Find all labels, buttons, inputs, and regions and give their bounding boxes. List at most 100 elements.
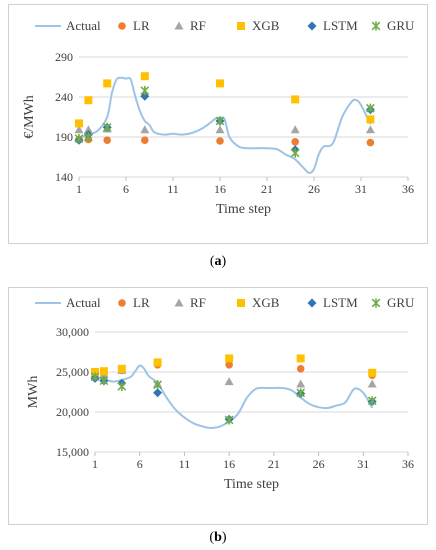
point-xgb bbox=[84, 96, 93, 105]
legend-item-rf: RF bbox=[174, 295, 206, 310]
series-gru bbox=[74, 86, 375, 158]
caption-b-close: ) bbox=[221, 530, 227, 545]
legend-swatch-lstm bbox=[307, 21, 317, 31]
x-axis-title: Time step bbox=[224, 477, 279, 492]
point-gru bbox=[224, 415, 234, 425]
point-lstm bbox=[153, 388, 163, 398]
caption-b-open: ( bbox=[209, 530, 215, 545]
legend-label: XGB bbox=[252, 295, 280, 310]
x-tick-label: 36 bbox=[402, 457, 414, 471]
legend-label: Actual bbox=[66, 295, 101, 310]
x-tick-label: 1 bbox=[76, 182, 82, 196]
point-xgb bbox=[91, 368, 99, 376]
legend-item-lr: LR bbox=[118, 295, 150, 310]
legend-swatch-gru bbox=[371, 21, 381, 31]
point-gru bbox=[140, 86, 150, 96]
point-xgb bbox=[140, 72, 149, 81]
legend-item-actual: Actual bbox=[35, 18, 101, 33]
point-gru bbox=[290, 148, 300, 158]
point-rf bbox=[290, 125, 300, 134]
series-rf bbox=[90, 365, 377, 388]
x-tick-label: 26 bbox=[313, 457, 325, 471]
point-xgb bbox=[291, 95, 300, 104]
point-gru bbox=[117, 381, 127, 391]
point-gru bbox=[74, 134, 84, 144]
series-actual-line bbox=[78, 76, 372, 175]
point-lr bbox=[103, 136, 111, 144]
point-lr bbox=[216, 137, 224, 145]
point-gru bbox=[296, 388, 306, 398]
point-gru bbox=[102, 122, 112, 132]
point-lr bbox=[296, 365, 305, 373]
point-rf bbox=[224, 377, 234, 386]
y-axis-title: €/MWh bbox=[22, 95, 37, 139]
series-gru bbox=[90, 372, 377, 425]
legend-label: LR bbox=[133, 18, 150, 33]
point-xgb bbox=[103, 79, 112, 88]
x-tick-label: 21 bbox=[268, 457, 280, 471]
point-xgb bbox=[225, 354, 234, 363]
legend-item-lr: LR bbox=[118, 18, 150, 33]
legend-label: RF bbox=[190, 18, 206, 33]
legend-item-gru: GRU bbox=[371, 295, 415, 310]
legend-swatch-rf bbox=[174, 21, 184, 30]
point-rf bbox=[365, 125, 375, 134]
y-axis-title: MWh bbox=[26, 376, 41, 409]
point-xgb bbox=[368, 368, 377, 377]
point-xgb bbox=[153, 358, 162, 367]
point-xgb bbox=[117, 364, 126, 373]
point-rf bbox=[215, 125, 225, 134]
caption-a-close: ) bbox=[221, 254, 227, 269]
legend-item-actual: Actual bbox=[35, 295, 101, 310]
point-lr bbox=[366, 138, 375, 147]
point-xgb bbox=[366, 115, 375, 124]
chart-panel-b: 15,000 20,000 25,000 30,000 1 6 11 16 21 26 31 36 Ti… bbox=[8, 287, 428, 525]
series-xgb bbox=[75, 72, 375, 128]
point-gru bbox=[153, 380, 162, 390]
x-tick-label: 36 bbox=[402, 182, 414, 196]
x-tick-label: 6 bbox=[123, 182, 129, 196]
point-rf bbox=[367, 379, 377, 388]
point-gru bbox=[215, 116, 225, 126]
legend-swatch-lstm bbox=[307, 298, 317, 308]
point-gru bbox=[99, 376, 109, 386]
legend-label: LSTM bbox=[323, 18, 358, 33]
point-rf bbox=[74, 125, 84, 134]
series-actual-line bbox=[94, 364, 374, 430]
legend-item-lstm: LSTM bbox=[307, 295, 358, 310]
caption-a-open: ( bbox=[209, 254, 215, 269]
legend-item-xgb: XGB bbox=[237, 18, 280, 33]
legend-item-xgb: XGB bbox=[237, 295, 280, 310]
legend-item-lstm: LSTM bbox=[307, 18, 358, 33]
legend-swatch-gru bbox=[371, 298, 381, 308]
y-tick-label: 15,000 bbox=[56, 445, 89, 459]
point-xgb bbox=[99, 367, 108, 376]
point-lr bbox=[225, 361, 233, 369]
y-tick-label: 20,000 bbox=[56, 405, 89, 419]
point-gru bbox=[90, 372, 100, 382]
y-tick-label: 25,000 bbox=[56, 365, 89, 379]
caption-a-letter: a bbox=[214, 254, 222, 269]
x-tick-label: 31 bbox=[357, 457, 369, 471]
y-tick-label: 290 bbox=[55, 50, 73, 64]
chart-panel-a: 140 190 240 290 1 6 11 16 21 26 31 36 Time step €/MWh… bbox=[8, 4, 428, 244]
x-tick-label: 6 bbox=[137, 457, 143, 471]
x-tick-label: 21 bbox=[261, 182, 273, 196]
point-rf bbox=[296, 379, 306, 388]
y-tick-label: 190 bbox=[55, 130, 73, 144]
caption-b: (b) bbox=[0, 530, 436, 546]
legend-item-rf: RF bbox=[174, 18, 206, 33]
legend-item-gru: GRU bbox=[371, 18, 415, 33]
y-tick-label: 140 bbox=[55, 170, 73, 184]
point-gru bbox=[84, 132, 93, 142]
x-axis-title: Time step bbox=[216, 202, 271, 217]
x-tick-label: 31 bbox=[355, 182, 367, 196]
legend-label: LSTM bbox=[323, 295, 358, 310]
point-lr bbox=[291, 138, 300, 146]
x-tick-label: 16 bbox=[223, 457, 235, 471]
legend-label: GRU bbox=[387, 18, 415, 33]
legend-label: Actual bbox=[66, 18, 101, 33]
series-rf bbox=[74, 124, 375, 134]
